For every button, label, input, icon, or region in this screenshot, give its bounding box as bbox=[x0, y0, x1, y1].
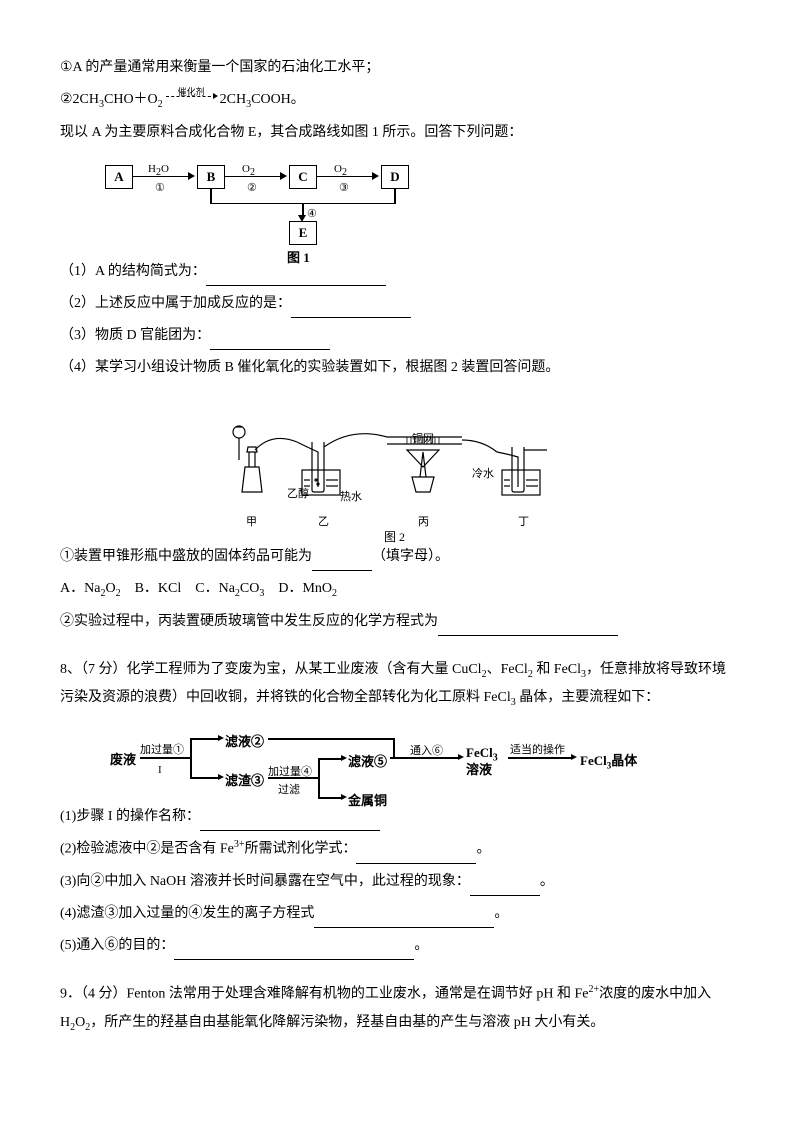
q6: ②实验过程中，丙装置硬质玻璃管中发生反应的化学方程式为 bbox=[60, 608, 734, 636]
figure-3: 废液 加过量① I 滤液② 滤渣③ 加过量④ 过滤 滤液⑤ 金属铜 通入⑥ Fe… bbox=[110, 723, 670, 793]
line-2: ②2CH3CHO＋O2 催化剂 2CH3COOH。 bbox=[60, 86, 734, 115]
line-1: ①A 的产量通常用来衡量一个国家的石油化工水平； bbox=[60, 54, 734, 82]
q1: （1）A 的结构简式为： bbox=[60, 258, 734, 286]
q2: （2）上述反应中属于加成反应的是： bbox=[60, 290, 734, 318]
figure-2: 铜网 乙醇 热水 冷水 甲 乙 丙 丁 图 2 bbox=[212, 392, 582, 533]
figure-1: A H2O ① B O2 ② C O2 ③ D ④ E 图 1 bbox=[100, 155, 440, 250]
q7: 8、（7 分）化学工程师为了变废为宝，从某工业废液（含有大量 CuCl2、FeC… bbox=[60, 656, 734, 714]
q8-1: (1)步骤 I 的操作名称： bbox=[60, 803, 734, 831]
q9: 9．（4 分）Fenton 法常用于处理含难降解有机物的工业废水，通常是在调节好… bbox=[60, 980, 734, 1037]
q8-2: (2)检验滤液中②是否含有 Fe3+所需试剂化学式：。 bbox=[60, 835, 734, 864]
q4: （4）某学习小组设计物质 B 催化氧化的实验装置如下，根据图 2 装置回答问题。 bbox=[60, 354, 734, 382]
q3: （3）物质 D 官能团为： bbox=[60, 322, 734, 350]
q8-3: (3)向②中加入 NaOH 溶液并长时间暴露在空气中，此过程的现象：。 bbox=[60, 868, 734, 896]
options: A．Na2O2 B．KCl C．Na2CO3 D．MnO2 bbox=[60, 575, 734, 604]
q8-5: (5)通入⑥的目的：。 bbox=[60, 932, 734, 960]
line-3: 现以 A 为主要原料合成化合物 E，其合成路线如图 1 所示。回答下列问题： bbox=[60, 119, 734, 147]
q8-4: (4)滤渣③加入过量的④发生的离子方程式。 bbox=[60, 900, 734, 928]
